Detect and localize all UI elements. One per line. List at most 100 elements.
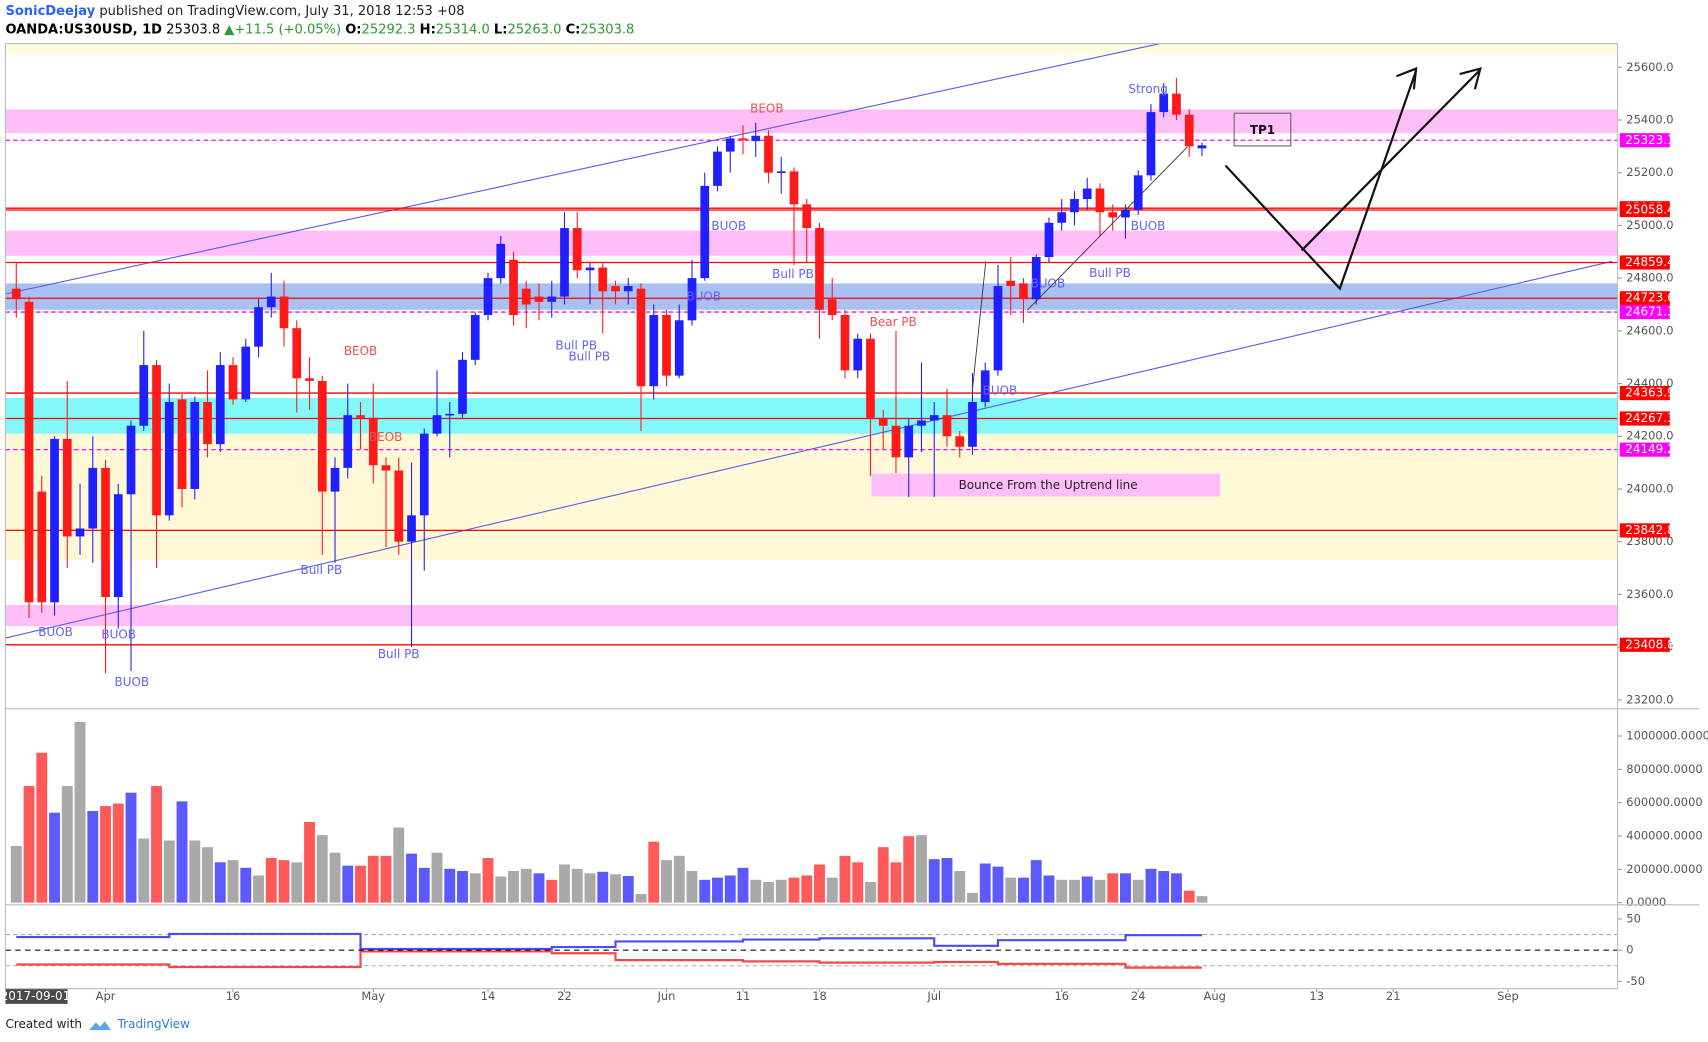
- volume-bar: [508, 870, 519, 903]
- signal-label: Bull PB: [555, 339, 597, 353]
- y-tick-label: -50: [1626, 974, 1645, 988]
- volume-bar: [979, 863, 991, 903]
- candle-body: [878, 417, 888, 426]
- volume-bar: [151, 786, 162, 903]
- x-tick-label: 13: [1309, 989, 1324, 1003]
- signal-label: BUOB: [1031, 277, 1066, 291]
- volume-bar: [814, 864, 825, 903]
- open: 25292.3: [362, 22, 416, 37]
- candle-body: [50, 438, 59, 603]
- oscillator-pane: 50 0 -50: [5, 911, 1645, 988]
- volume-bar: [457, 870, 468, 903]
- volume-bar: [49, 812, 60, 903]
- c-label: C:: [566, 22, 581, 37]
- candle-body: [241, 346, 251, 400]
- volume-bar: [265, 857, 277, 903]
- y-tick-label: 25000.0: [1626, 218, 1673, 232]
- zone: [5, 283, 1618, 310]
- candle-body: [254, 307, 263, 347]
- candle-body: [432, 415, 442, 434]
- level-label: 24859.4: [1625, 255, 1675, 269]
- candle-body: [547, 296, 557, 302]
- oscillator-line: [16, 932, 1202, 950]
- signal-label: BUOB: [1131, 219, 1166, 233]
- volume-bar: [23, 786, 35, 903]
- volume-bar: [240, 867, 252, 903]
- volume-bar: [227, 860, 239, 903]
- volume-bar: [1132, 879, 1144, 903]
- brand[interactable]: TradingView: [117, 1017, 191, 1031]
- candle-body: [368, 417, 378, 466]
- volume-bar: [533, 873, 545, 903]
- volume-bar: [1043, 875, 1055, 903]
- close: 25303.8: [580, 22, 634, 37]
- signal-label: BEOB: [369, 430, 402, 444]
- candle-body: [840, 315, 850, 371]
- volume-bar: [622, 875, 634, 903]
- candle-body: [1095, 188, 1105, 213]
- volume-bar: [329, 852, 341, 903]
- x-tick-label: 24: [1131, 989, 1146, 1003]
- zone: [5, 230, 1618, 256]
- signal-label: Strong: [1128, 82, 1167, 96]
- candle-body: [904, 425, 914, 458]
- candle-body: [789, 171, 799, 205]
- volume-bar: [763, 881, 774, 903]
- candle-body: [1108, 212, 1118, 218]
- candle-body: [88, 467, 98, 529]
- level-badge: [1619, 304, 1670, 320]
- volume-bar: [1081, 876, 1093, 903]
- volume-bar: [1030, 860, 1042, 903]
- candle-body: [1019, 283, 1028, 300]
- y-tick-label: 24800.0: [1626, 271, 1673, 285]
- signal-label: Bull PB: [300, 563, 342, 577]
- candle-body: [292, 328, 302, 379]
- candle-body: [1121, 209, 1130, 218]
- volume-bar: [482, 857, 494, 903]
- volume-bar: [1069, 879, 1080, 903]
- volume-bar: [788, 877, 800, 903]
- volume-bar: [112, 803, 124, 903]
- candle-body: [725, 138, 735, 152]
- price-pane: Bounce From the Uptrend line BUOB BUOB BUOB…: [5, 43, 1675, 706]
- volume-bar: [954, 870, 966, 903]
- volume-bar: [839, 855, 851, 903]
- signal-label: BUOB: [101, 627, 136, 641]
- candle-body: [407, 515, 416, 542]
- y-tick-label: 24000.0: [1626, 481, 1673, 495]
- candle-body: [37, 491, 47, 603]
- candle-body: [394, 470, 404, 542]
- level-label: 24671.3: [1625, 305, 1675, 319]
- author[interactable]: SonicDeejay: [5, 3, 95, 18]
- level-badge: [1619, 637, 1670, 652]
- candle-body: [598, 267, 608, 292]
- symbol: OANDA:US30USD, 1D: [5, 22, 162, 37]
- candle-body: [572, 228, 582, 271]
- level-label: 24267.3: [1625, 411, 1675, 425]
- y-tick-label: 23800.0: [1626, 534, 1673, 548]
- candle-body: [1057, 212, 1067, 223]
- candle-body: [1146, 112, 1156, 176]
- y-tick-label: 23200.0: [1626, 692, 1673, 706]
- candle-body: [955, 436, 965, 447]
- x-tick-label: 21: [1386, 989, 1401, 1003]
- arrow-head: [1459, 67, 1482, 90]
- zone: [5, 109, 1618, 134]
- level-label: 24149.2: [1625, 442, 1675, 456]
- candle-body: [203, 401, 212, 445]
- y-tick-label: 24200.0: [1626, 429, 1673, 443]
- volume-bar: [941, 857, 953, 903]
- volume-bar: [355, 865, 366, 903]
- volume-bar: [877, 847, 889, 903]
- volume-bar: [520, 868, 532, 903]
- signal-label: BUOB: [711, 219, 746, 233]
- candle-body: [419, 433, 429, 516]
- volume-bar: [418, 867, 430, 903]
- frame: [4, 43, 1619, 990]
- candle-body: [228, 365, 238, 400]
- note: Bounce From the Uptrend line: [959, 478, 1138, 492]
- signal-label: Bull PB: [772, 267, 814, 281]
- level-label: 23842.8: [1625, 523, 1675, 537]
- arrow: ▲: [224, 22, 234, 37]
- l-label: L:: [494, 22, 508, 37]
